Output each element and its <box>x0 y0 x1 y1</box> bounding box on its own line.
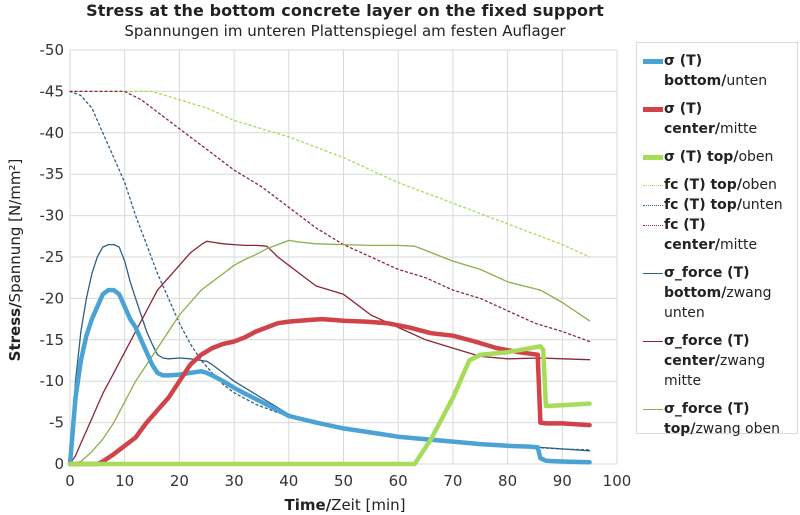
series-line-9 <box>69 239 591 465</box>
legend-label-rest: unten <box>726 73 768 89</box>
legend-swatch <box>643 107 663 112</box>
legend-label: σ_force (T) bottom/zwang unten <box>664 263 798 323</box>
y-tick-label: -25 <box>40 248 65 266</box>
x-tick-label: 0 <box>65 472 75 490</box>
legend-label-bold: σ (T) bottom/ <box>664 53 727 89</box>
legend-swatch <box>643 155 663 160</box>
legend-label-bold: fc (T) center/ <box>664 217 720 253</box>
x-tick-label: 40 <box>279 472 298 490</box>
y-tick-label: -10 <box>40 372 65 390</box>
series-line-4 <box>69 90 591 258</box>
legend-label-bold: fc (T) top/ <box>664 197 742 213</box>
x-tick-label: 100 <box>603 472 632 490</box>
series-line-1 <box>67 287 592 467</box>
legend-label-bold: σ_force (T) center/ <box>664 333 750 369</box>
legend-label: σ_force (T) top/zwang oben <box>664 399 798 439</box>
legend-label-bold: σ_force (T) bottom/ <box>664 265 750 301</box>
x-axis-label: Time/Zeit [min] <box>285 496 406 514</box>
legend-swatch <box>643 273 663 274</box>
legend-label-rest: zwang oben <box>695 421 780 437</box>
legend-label: fc (T) top/oben <box>664 175 798 195</box>
legend-label: fc (T) top/unten <box>664 195 798 215</box>
legend-label-bold: σ (T) center/ <box>664 101 720 137</box>
x-tick-label: 10 <box>115 472 134 490</box>
legend-label-rest: zwang mitte <box>664 353 766 389</box>
y-tick-label: -5 <box>49 414 64 432</box>
legend-label: σ (T) bottom/unten <box>664 51 798 91</box>
legend-swatch <box>643 205 663 206</box>
x-tick-label: 30 <box>225 472 244 490</box>
legend-swatch <box>643 409 663 410</box>
x-tick-label: 50 <box>334 472 353 490</box>
y-tick-label: -50 <box>40 41 65 59</box>
series-line-8 <box>69 240 591 465</box>
legend-label-bold: σ_force (T) top/ <box>664 401 750 437</box>
legend-label-bold: σ (T) top/ <box>664 149 739 165</box>
legend-label-rest: mitte <box>719 237 758 253</box>
series-line-3 <box>67 344 592 467</box>
legend-label-bold: fc (T) top/ <box>664 177 742 193</box>
legend-label-rest: oben <box>738 149 774 165</box>
y-tick-label: 0 <box>54 455 64 473</box>
legend-label: σ (T) top/oben <box>664 147 798 167</box>
x-tick-label: 60 <box>389 472 408 490</box>
series-line-2 <box>67 316 592 467</box>
y-axis-label: Stress/Spannung [N/mm²] <box>6 159 24 362</box>
chart-title: Stress at the bottom concrete layer on t… <box>86 1 604 20</box>
legend-label: fc (T) center/mitte <box>664 215 798 255</box>
legend-swatch <box>643 59 663 64</box>
x-tick-label: 90 <box>553 472 572 490</box>
series-line-6 <box>69 90 591 343</box>
legend-label-rest: zwang unten <box>664 285 772 321</box>
series-lines <box>67 90 592 467</box>
tick-labels: 0 10 20 30 40 50 60 70 80 90 100 0 -5 -10 -15 -20 -25 -30… <box>40 41 632 490</box>
chart-legend: σ (T) bottom/unten σ (T) center/mitte σ (T… <box>636 42 798 437</box>
legend-label-rest: unten <box>741 197 783 213</box>
y-tick-label: -30 <box>40 207 65 225</box>
y-tick-label: -35 <box>40 165 65 183</box>
y-tick-label: -20 <box>40 289 65 307</box>
x-tick-label: 80 <box>498 472 517 490</box>
y-tick-label: -15 <box>40 331 65 349</box>
x-tick-label: 20 <box>170 472 189 490</box>
chart-plot: 0 10 20 30 40 50 60 70 80 90 100 0 -5 -10 -15 -20 -25 -30… <box>6 41 632 514</box>
legend-label-rest: mitte <box>719 121 758 137</box>
x-tick-label: 70 <box>443 472 462 490</box>
legend-label: σ_force (T) center/zwang mitte <box>664 331 798 391</box>
legend-swatch <box>643 341 663 342</box>
y-tick-label: -40 <box>40 124 65 142</box>
legend-label-rest: oben <box>741 177 777 193</box>
chart-subtitle: Spannungen im unteren Plattenspiegel am … <box>124 22 566 40</box>
grid-lines <box>69 49 618 465</box>
y-tick-label: -45 <box>40 82 65 100</box>
legend-swatch <box>643 185 663 186</box>
legend-swatch <box>643 225 663 226</box>
legend-label: σ (T) center/mitte <box>664 99 798 139</box>
